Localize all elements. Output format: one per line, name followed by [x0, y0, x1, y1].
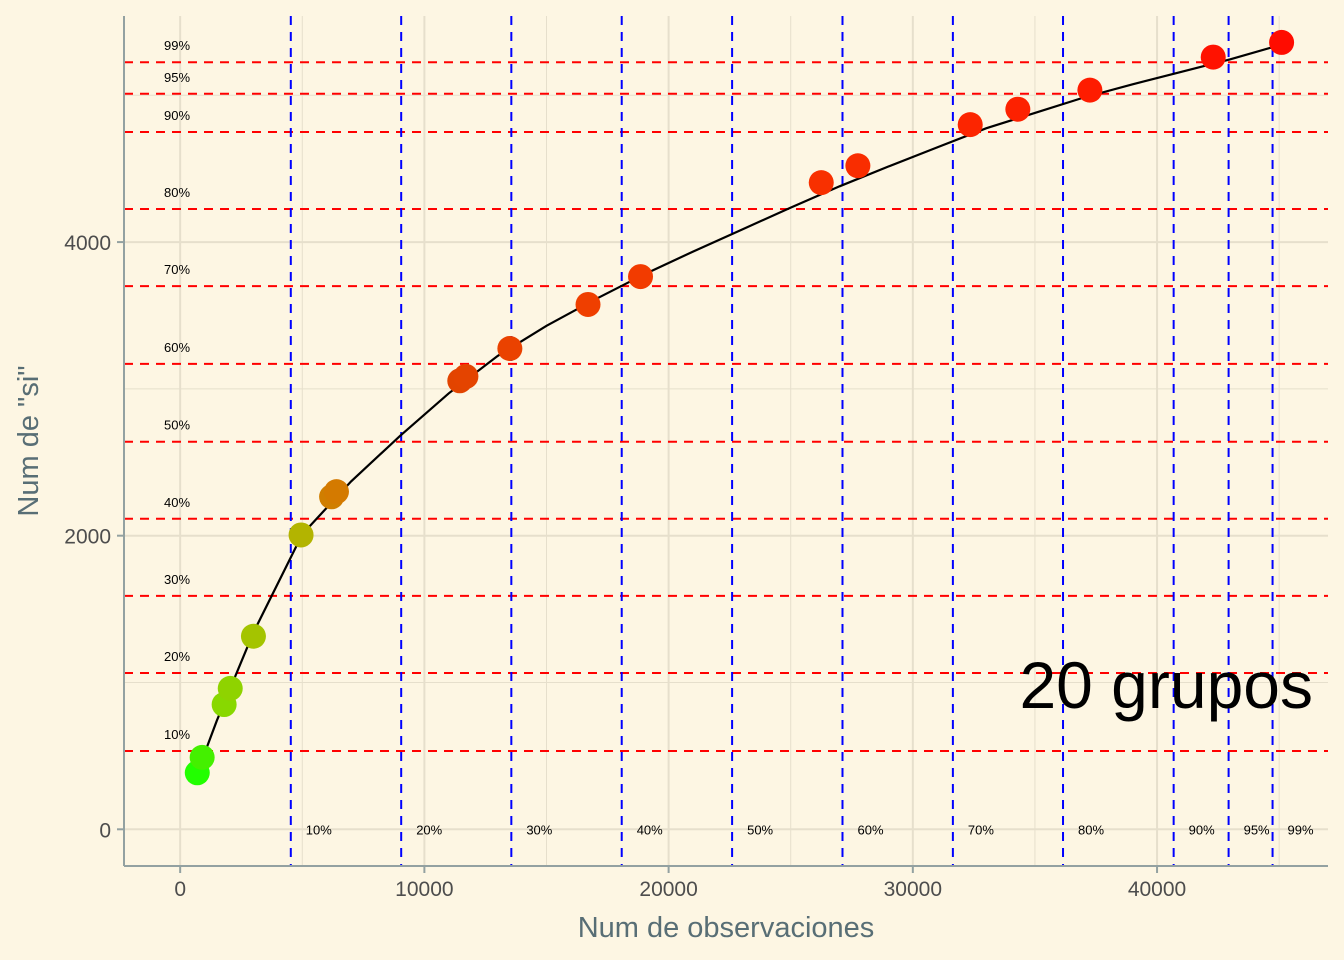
data-point [1005, 96, 1031, 122]
x-tick-label: 10000 [395, 878, 453, 901]
v-percentile-label: 70% [968, 822, 994, 837]
groups-annotation: 20 grupos [1019, 648, 1313, 722]
y-tick-label: 0 [99, 819, 111, 842]
data-point [189, 744, 215, 770]
h-percentile-label: 10% [164, 727, 190, 742]
v-percentile-label: 40% [637, 822, 663, 837]
y-axis-title: Num de "si" [13, 365, 45, 516]
v-percentile-label: 99% [1288, 822, 1314, 837]
y-tick-label: 4000 [64, 232, 111, 255]
data-point [628, 264, 654, 290]
data-point [957, 112, 983, 138]
x-tick-label: 0 [174, 878, 186, 901]
data-point [808, 170, 834, 196]
h-percentile-label: 90% [164, 108, 190, 123]
v-percentile-label: 20% [416, 822, 442, 837]
x-tick-label: 30000 [884, 878, 942, 901]
data-point [240, 623, 266, 649]
data-point [497, 336, 523, 362]
h-percentile-label: 70% [164, 262, 190, 277]
h-percentile-label: 20% [164, 649, 190, 664]
data-point [217, 675, 243, 701]
h-percentile-label: 80% [164, 185, 190, 200]
data-point [845, 153, 871, 179]
data-point [1077, 77, 1103, 103]
x-tick-label: 40000 [1128, 878, 1186, 901]
v-percentile-label: 60% [857, 822, 883, 837]
h-percentile-label: 95% [164, 70, 190, 85]
h-percentile-label: 50% [164, 418, 190, 433]
data-point [323, 479, 349, 505]
data-point [1200, 44, 1226, 70]
data-point [1269, 29, 1295, 55]
h-percentile-label: 40% [164, 495, 190, 510]
v-percentile-label: 95% [1244, 822, 1270, 837]
percentile-vlines [289, 16, 1274, 866]
h-percentile-label: 30% [164, 572, 190, 587]
x-tick-label: 20000 [639, 878, 697, 901]
v-percentile-label: 80% [1078, 822, 1104, 837]
y-tick-label: 2000 [64, 526, 111, 549]
axes: 0 10000 20000 30000 40000 0 2000 4000 [64, 16, 1328, 901]
data-point [575, 291, 601, 317]
h-percentile-label: 99% [164, 38, 190, 53]
data-points [184, 29, 1295, 786]
percentile-labels: 10% 20% 30% 40% 50% 60% 70% 80% 90% 95% 99% 10% 20% 3… [164, 38, 1314, 837]
v-percentile-label: 30% [526, 822, 552, 837]
v-percentile-label: 50% [747, 822, 773, 837]
h-percentile-label: 60% [164, 340, 190, 355]
percentile-hlines [124, 61, 1328, 753]
v-percentile-label: 10% [306, 822, 332, 837]
x-axis-title: Num de observaciones [578, 912, 875, 944]
v-percentile-label: 90% [1189, 822, 1215, 837]
data-point [453, 363, 479, 389]
data-point [288, 522, 314, 548]
